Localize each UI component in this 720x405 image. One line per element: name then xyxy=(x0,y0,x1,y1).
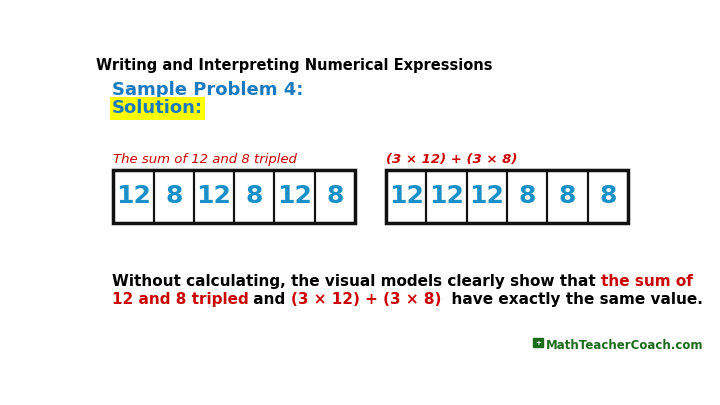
Text: (3 × 12) + (3 × 8): (3 × 12) + (3 × 8) xyxy=(386,153,518,166)
Text: and: and xyxy=(248,292,291,307)
Bar xyxy=(386,170,426,223)
Text: Solution:: Solution: xyxy=(112,99,203,117)
Text: 12: 12 xyxy=(429,184,464,209)
Bar xyxy=(547,170,588,223)
Text: have exactly the same value.: have exactly the same value. xyxy=(441,292,703,307)
Bar xyxy=(386,170,628,223)
Bar xyxy=(234,170,274,223)
Bar xyxy=(274,170,315,223)
Text: 8: 8 xyxy=(326,184,343,209)
Text: 12: 12 xyxy=(197,184,231,209)
Bar xyxy=(534,338,543,347)
Bar xyxy=(315,170,355,223)
Text: +: + xyxy=(535,340,541,346)
Text: 8: 8 xyxy=(518,184,536,209)
Bar xyxy=(588,170,628,223)
Bar xyxy=(113,170,153,223)
Text: Writing and Interpreting Numerical Expressions: Writing and Interpreting Numerical Expre… xyxy=(96,58,492,73)
Text: 8: 8 xyxy=(165,184,182,209)
Text: 12: 12 xyxy=(469,184,504,209)
Text: 8: 8 xyxy=(559,184,576,209)
Text: 12: 12 xyxy=(277,184,312,209)
Text: 8: 8 xyxy=(599,184,616,209)
Text: MathTeacherCoach.com: MathTeacherCoach.com xyxy=(546,339,703,352)
Text: The sum of 12 and 8 tripled: The sum of 12 and 8 tripled xyxy=(113,153,297,166)
Text: 8: 8 xyxy=(246,184,263,209)
Text: 12 and 8 tripled: 12 and 8 tripled xyxy=(112,292,248,307)
Text: 12: 12 xyxy=(389,184,423,209)
Text: Without calculating, the visual models clearly show that: Without calculating, the visual models c… xyxy=(112,274,600,289)
Bar xyxy=(153,170,194,223)
Text: 12: 12 xyxy=(116,184,150,209)
Bar xyxy=(507,170,547,223)
Bar xyxy=(194,170,234,223)
Bar xyxy=(113,170,355,223)
Bar xyxy=(426,170,467,223)
Bar xyxy=(467,170,507,223)
Text: (3 × 12) + (3 × 8): (3 × 12) + (3 × 8) xyxy=(291,292,441,307)
Text: Sample Problem 4:: Sample Problem 4: xyxy=(112,81,303,99)
Text: the sum of: the sum of xyxy=(600,274,693,289)
